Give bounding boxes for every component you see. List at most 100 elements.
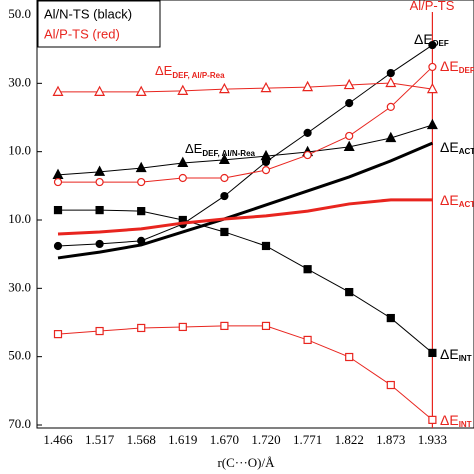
circle-marker [303, 128, 312, 137]
triangle-marker [94, 85, 106, 96]
triangle-marker [218, 153, 230, 164]
triangle-marker [385, 76, 397, 88]
plot-frame [36, 0, 474, 429]
annotation-subscript: DEF, Al/P-Rea [172, 71, 225, 80]
triangle-marker [218, 82, 230, 94]
circle-marker [53, 177, 63, 187]
square-marker [261, 321, 271, 331]
y-tick-label: 30.0 [8, 279, 31, 294]
x-tick-label: 1.873 [376, 432, 405, 447]
annotation: ΔEDEF [440, 58, 474, 75]
x-tick-label: 1.517 [85, 432, 115, 447]
triangle-marker [94, 165, 106, 176]
legend-box [37, 0, 161, 48]
circle-marker [386, 68, 395, 78]
x-tick-label: 1.933 [418, 432, 447, 447]
y-tick-label: 10.0 [8, 143, 31, 158]
annotation: ΔEDEF, Al/P-Rea [155, 63, 225, 80]
annotation-text: ΔE [155, 63, 173, 78]
triangle-marker [52, 85, 64, 96]
x-tick-label: 1.619 [168, 432, 197, 447]
annotation-text: ΔE [440, 412, 459, 428]
annotation: ΔEINT [440, 412, 472, 429]
y-tick-label: 50.0 [8, 348, 31, 363]
x-axis-label: r(C···O)/Å [217, 455, 275, 470]
annotation: Al/P-TS [410, 0, 455, 13]
annotation-text: ΔE [440, 58, 459, 74]
annotation-text: ΔE [185, 141, 203, 156]
circle-marker [428, 40, 437, 50]
series-line [58, 66, 433, 183]
legend-entry: Al/P-TS (red) [44, 26, 120, 41]
annotation: ΔEACT [440, 192, 474, 209]
annotation-text: ΔE [414, 31, 433, 47]
circle-marker [428, 62, 437, 72]
annotation-text: ΔE [440, 346, 459, 362]
x-tick-label: 1.466 [43, 432, 73, 447]
triangle-marker [52, 168, 64, 179]
square-marker [386, 313, 395, 323]
series-line [58, 82, 433, 93]
legend-entry: Al/N-TS (black) [44, 6, 132, 21]
series-line [57, 124, 433, 176]
triangle-marker [426, 82, 438, 94]
triangle-marker [260, 81, 272, 93]
annotation-subscript: INT [459, 420, 472, 429]
circle-marker [345, 99, 354, 108]
annotation: ΔEDEF, Al/N-Rea [185, 141, 256, 158]
square-marker [303, 265, 312, 274]
triangle-marker [135, 85, 147, 96]
triangle-marker [385, 131, 397, 143]
triangle-marker [177, 84, 189, 95]
triangle-marker [260, 149, 272, 161]
square-marker [220, 321, 229, 331]
annotation: ΔEACT [440, 139, 474, 156]
square-marker [137, 323, 146, 333]
x-tick-label: 1.670 [210, 432, 239, 447]
series-line [57, 44, 433, 247]
annotation: ΔEINT [440, 346, 472, 363]
circle-marker [220, 173, 229, 183]
triangle-marker [302, 80, 314, 92]
y-tick-label: 10.0 [8, 211, 31, 226]
annotation-subscript: INT [459, 354, 472, 363]
y-tick-label: 30.0 [8, 74, 31, 89]
annotation-text: ΔE [440, 139, 459, 155]
annotation-subscript: DEF [433, 39, 449, 48]
square-marker [53, 330, 63, 339]
square-marker [303, 335, 312, 345]
circle-marker [345, 131, 354, 141]
x-tick-label: 1.822 [335, 432, 364, 447]
series-line [57, 198, 433, 236]
annotation-text: ΔE [440, 192, 459, 208]
circle-marker [53, 241, 63, 251]
triangle-marker [135, 161, 147, 173]
circle-marker [178, 173, 187, 183]
series-line [58, 209, 433, 354]
square-marker [95, 205, 104, 215]
square-marker [95, 326, 104, 336]
circle-marker [303, 150, 312, 160]
square-marker [53, 205, 63, 215]
square-marker [178, 322, 187, 332]
triangle-marker [343, 78, 355, 90]
circle-marker [261, 166, 271, 175]
circle-marker [137, 177, 146, 187]
square-marker [261, 241, 271, 251]
square-marker [428, 415, 437, 424]
annotation: ΔEDEF [414, 31, 449, 48]
series-line [57, 141, 433, 260]
series-line [57, 325, 433, 421]
annotation-text: Al/P-TS [410, 0, 455, 13]
x-tick-label: 1.568 [127, 432, 156, 447]
triangle-marker [426, 118, 438, 130]
square-marker [220, 227, 229, 237]
square-marker [386, 380, 395, 390]
square-marker [345, 352, 354, 362]
triangle-marker [343, 140, 355, 151]
x-tick-label: 1.771 [293, 432, 322, 447]
square-marker [428, 348, 437, 358]
circle-marker [220, 191, 229, 201]
